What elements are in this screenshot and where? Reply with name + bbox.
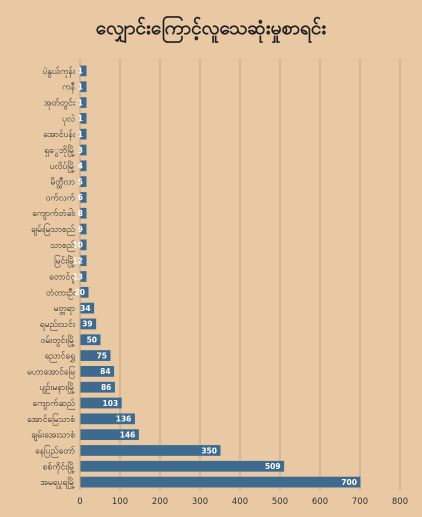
- bar: [80, 286, 89, 298]
- category-label: ချမ်းအေးသာစံ: [31, 430, 75, 442]
- bar: [80, 255, 87, 267]
- x-tick-label: 200: [152, 497, 168, 507]
- bar: [80, 302, 95, 314]
- data-label: 12: [73, 256, 83, 265]
- bars: [80, 65, 361, 488]
- data-label: 84: [100, 367, 110, 376]
- category-label: မတ္တရာ: [53, 304, 75, 315]
- data-label: 4: [78, 162, 83, 171]
- category-label: အောင်ပန်း: [43, 129, 76, 141]
- category-label: ကျောက်တံခါး: [32, 208, 76, 220]
- category-label: ပုလဲ: [62, 114, 75, 126]
- data-label: 3: [78, 146, 83, 155]
- data-label: 86: [101, 383, 111, 392]
- category-label: နေပြည်တော်: [35, 444, 75, 457]
- bar: [80, 271, 87, 282]
- x-axis-ticks: 0 100 200 300 400 500 600 700 800: [77, 497, 408, 507]
- bar: [80, 112, 87, 124]
- bar: [80, 318, 97, 330]
- data-label: 1: [78, 98, 83, 107]
- bar: [80, 381, 115, 393]
- bar: [80, 97, 87, 108]
- bar: [80, 397, 122, 409]
- bar: [80, 334, 101, 346]
- category-label: တောင်ငူ: [49, 272, 75, 284]
- bar: [80, 207, 87, 219]
- x-tick-label: 300: [192, 497, 208, 507]
- bar: [80, 413, 135, 425]
- category-labels: ပဲနွယ်ကုန်းကနီအုတ်တွင်းပုလဲအောင်ပန်းရှွေ…: [27, 66, 76, 489]
- category-label: ပဲနွယ်ကုန်း: [43, 66, 76, 78]
- value-labels: 1111134568910121320343950758486103136146…: [73, 67, 357, 487]
- bar: [80, 192, 87, 203]
- data-label: 146: [120, 430, 136, 439]
- category-label: ဝမ်းတွင်းမြို့: [40, 334, 75, 347]
- category-label: သာစည်: [49, 240, 75, 252]
- data-label: 8: [78, 209, 83, 218]
- data-label: 1: [78, 130, 83, 139]
- category-label: အောင်မြေသာစံ: [27, 413, 75, 426]
- data-label: 136: [116, 415, 132, 424]
- bar: [80, 176, 87, 187]
- x-tick-label: 100: [112, 497, 128, 507]
- data-label: 9: [78, 225, 83, 234]
- category-label: တံတားဦး: [46, 287, 76, 299]
- data-label: 6: [78, 193, 83, 202]
- bar: [80, 366, 115, 377]
- category-label: မိတ္ထီလာ: [50, 177, 75, 189]
- category-label: အမရပူရမြို့: [40, 476, 75, 489]
- bar: [80, 144, 87, 156]
- category-label: ကျောက်ဆည်: [32, 398, 75, 410]
- data-label: 10: [73, 241, 83, 250]
- bar: [80, 429, 139, 441]
- bar: [80, 460, 285, 472]
- category-label: ပလိပ်မြို့: [50, 160, 76, 173]
- data-label: 5: [78, 177, 83, 186]
- data-label: 39: [82, 320, 92, 329]
- category-label: အုတ်တွင်း: [44, 98, 76, 110]
- category-label: မြင်းမြို့: [54, 255, 75, 268]
- chart-title: လျှောင်းကြောင့်လူသေဆုံးမှုစာရင်း: [96, 14, 327, 44]
- category-label: ချမ်းမြသာစည်: [31, 223, 75, 236]
- bar: [80, 65, 87, 77]
- x-tick-label: 800: [392, 497, 408, 507]
- data-label: 350: [201, 446, 217, 455]
- bar: [80, 476, 361, 488]
- x-tick-label: 400: [232, 497, 248, 507]
- category-label: ညောင်ရွှေ: [45, 351, 75, 363]
- data-label: 34: [80, 304, 90, 313]
- category-label: ဝက်လက်: [46, 192, 76, 203]
- x-tick-label: 500: [272, 497, 288, 507]
- data-label: 1: [78, 114, 83, 123]
- bar: [80, 350, 111, 361]
- gridlines: [79, 59, 401, 490]
- bar: [80, 128, 87, 140]
- category-label: ကနီ: [62, 82, 75, 94]
- bar: [80, 239, 87, 251]
- x-tick-label: 600: [312, 497, 328, 507]
- data-label: 13: [73, 272, 83, 281]
- category-label: မဟာအောင်မြေ: [27, 365, 75, 378]
- category-label: ရှွေဘိုမြို့: [44, 144, 75, 157]
- data-label: 1: [78, 67, 83, 76]
- bar: [80, 160, 87, 172]
- category-label: စစ်ကိုင်းမြို့: [43, 460, 76, 473]
- x-tick-label: 700: [352, 497, 368, 507]
- x-tick-label: 0: [77, 497, 82, 507]
- data-label: 20: [75, 288, 85, 297]
- data-label: 103: [103, 399, 119, 408]
- data-label: 1: [78, 83, 83, 92]
- bar: [80, 445, 221, 456]
- category-label: ရမည်းသင်း: [40, 319, 76, 331]
- category-label: ပျဉ်းမနားမြို့: [39, 381, 75, 394]
- bar: [80, 81, 87, 93]
- data-label: 50: [87, 336, 97, 345]
- data-label: 75: [97, 351, 107, 360]
- data-label: 509: [265, 462, 281, 471]
- data-label: 700: [341, 478, 357, 487]
- bar: [80, 223, 87, 235]
